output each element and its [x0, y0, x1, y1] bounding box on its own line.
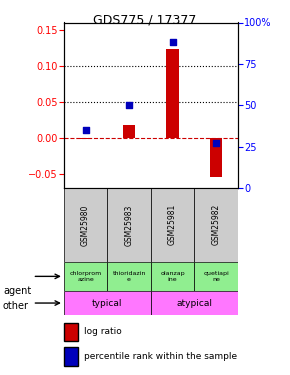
Bar: [194, 262, 238, 291]
Text: log ratio: log ratio: [84, 327, 122, 336]
Text: chlorprom
azine: chlorprom azine: [69, 271, 102, 282]
Bar: [151, 291, 238, 315]
Point: [127, 102, 131, 108]
Text: GSM25983: GSM25983: [124, 204, 134, 246]
Text: quetiapi
ne: quetiapi ne: [203, 271, 229, 282]
Text: other: other: [3, 301, 29, 310]
Bar: [64, 291, 151, 315]
Bar: [210, 138, 222, 177]
Text: olanzap
ine: olanzap ine: [160, 271, 185, 282]
Point: [214, 140, 218, 146]
Bar: [107, 262, 151, 291]
Point: [83, 127, 88, 133]
Text: agent: agent: [3, 286, 31, 296]
Text: typical: typical: [92, 298, 123, 307]
Bar: [166, 49, 179, 138]
Text: GSM25980: GSM25980: [81, 204, 90, 246]
Text: GSM25982: GSM25982: [211, 204, 221, 246]
Text: atypical: atypical: [176, 298, 212, 307]
Text: GSM25981: GSM25981: [168, 204, 177, 246]
Bar: [64, 188, 107, 262]
Bar: [107, 188, 151, 262]
Bar: [79, 138, 92, 139]
Bar: [123, 125, 135, 138]
Bar: [151, 262, 194, 291]
Bar: [64, 262, 107, 291]
Point: [170, 39, 175, 45]
Bar: [194, 188, 238, 262]
Text: thioridazin
e: thioridazin e: [112, 271, 146, 282]
Bar: [151, 188, 194, 262]
Text: percentile rank within the sample: percentile rank within the sample: [84, 352, 237, 361]
Text: GDS775 / 17377: GDS775 / 17377: [93, 13, 197, 26]
